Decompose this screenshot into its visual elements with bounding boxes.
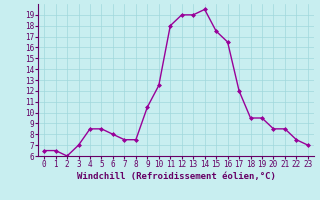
X-axis label: Windchill (Refroidissement éolien,°C): Windchill (Refroidissement éolien,°C)	[76, 172, 276, 181]
